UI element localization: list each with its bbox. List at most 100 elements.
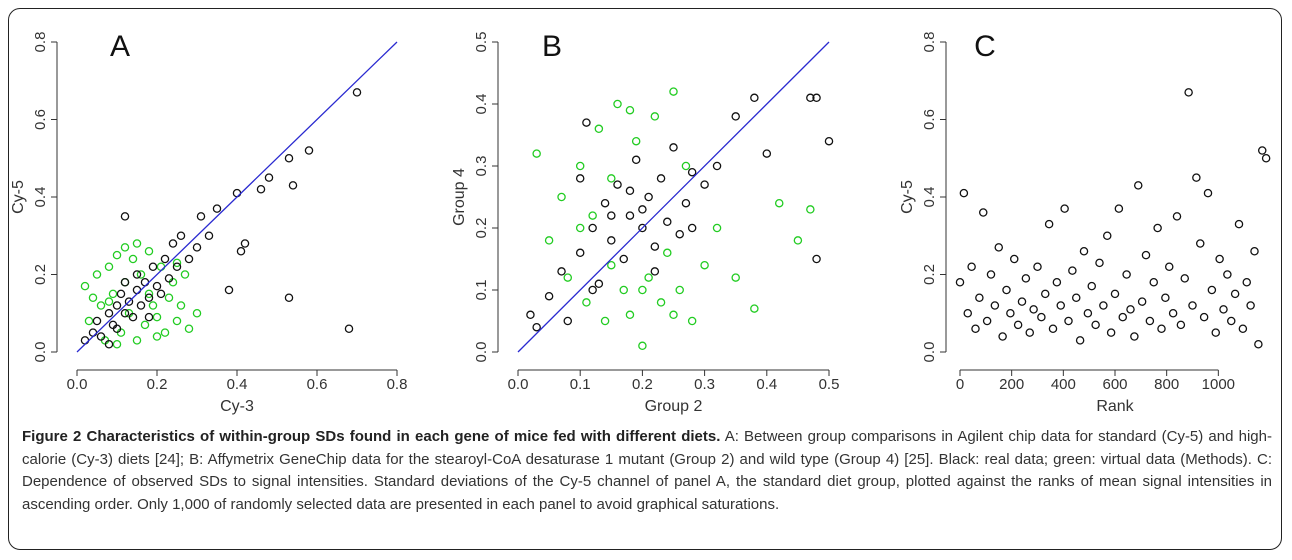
x-tick-label: 400: [1051, 376, 1076, 393]
y-axis-title: Group 4: [451, 168, 468, 226]
point: [1211, 328, 1221, 337]
point: [750, 304, 759, 313]
point: [1041, 289, 1050, 299]
point: [762, 149, 772, 158]
point: [656, 298, 666, 307]
point: [793, 236, 803, 245]
y-tick-label: 0.1: [473, 280, 490, 301]
x-tick-label: 0.0: [67, 376, 88, 393]
point: [92, 270, 102, 279]
point: [160, 328, 170, 337]
point: [1254, 339, 1263, 349]
point: [625, 105, 635, 115]
point: [168, 239, 178, 248]
point: [140, 277, 150, 287]
point: [104, 297, 114, 306]
point: [619, 254, 628, 264]
panel-label: C: [974, 30, 996, 63]
y-tick-label: 0.4: [921, 187, 938, 208]
point: [1134, 181, 1143, 190]
point: [1219, 305, 1228, 314]
point: [1153, 223, 1162, 233]
point: [1010, 254, 1019, 264]
point: [669, 143, 678, 152]
point: [172, 258, 182, 268]
y-tick-label: 0.6: [921, 109, 938, 130]
point: [1215, 254, 1224, 264]
point: [607, 260, 616, 270]
point: [625, 310, 635, 320]
point: [104, 339, 114, 349]
point: [104, 308, 114, 318]
x-tick-label: 0.4: [227, 376, 248, 393]
point: [1017, 297, 1027, 306]
point: [88, 328, 98, 337]
point: [264, 173, 274, 182]
point: [152, 332, 162, 341]
y-tick-label: 0.6: [32, 109, 49, 130]
panel-label: B: [542, 30, 562, 63]
point: [1033, 262, 1042, 271]
point: [663, 248, 672, 258]
point: [104, 262, 114, 271]
point: [638, 223, 647, 233]
point: [1161, 293, 1170, 302]
point: [1188, 301, 1197, 310]
point: [575, 223, 585, 233]
point: [1056, 301, 1066, 310]
point: [1025, 328, 1035, 337]
point: [638, 205, 647, 214]
x-axis-title: Rank: [1096, 398, 1134, 415]
point: [774, 198, 784, 208]
point: [1250, 246, 1259, 256]
point: [1196, 239, 1205, 248]
point: [532, 149, 541, 158]
point: [140, 320, 150, 330]
point: [1246, 301, 1255, 310]
point: [1223, 270, 1232, 279]
point: [176, 301, 186, 310]
point: [712, 161, 722, 171]
point: [80, 336, 90, 345]
point: [144, 246, 154, 256]
point: [144, 293, 154, 302]
point: [687, 316, 697, 326]
point: [1242, 277, 1252, 287]
point: [1203, 188, 1213, 198]
point: [638, 285, 647, 295]
point: [304, 146, 314, 155]
point: [128, 312, 138, 322]
point: [638, 341, 647, 351]
point: [1079, 246, 1089, 256]
point: [1064, 316, 1073, 326]
point: [1176, 320, 1186, 330]
point: [812, 254, 821, 264]
point: [132, 270, 142, 279]
point: [1165, 262, 1174, 271]
point: [979, 208, 988, 217]
point: [669, 87, 678, 96]
point: [982, 316, 992, 326]
x-tick-label: 0.3: [694, 376, 715, 393]
point: [1130, 332, 1139, 341]
point: [669, 310, 678, 320]
point: [1180, 274, 1190, 283]
point: [1072, 293, 1081, 302]
point: [644, 273, 653, 282]
point: [675, 285, 684, 295]
point: [575, 161, 585, 171]
x-tick-label: 200: [999, 376, 1024, 393]
point: [1099, 301, 1108, 310]
point: [120, 243, 130, 252]
point: [1083, 308, 1093, 318]
point: [681, 198, 691, 208]
point: [750, 93, 759, 103]
point: [160, 254, 170, 264]
point: [594, 124, 604, 134]
point: [256, 184, 266, 194]
point: [1095, 258, 1104, 268]
point: [156, 289, 166, 299]
point: [613, 99, 622, 109]
point: [650, 242, 660, 251]
